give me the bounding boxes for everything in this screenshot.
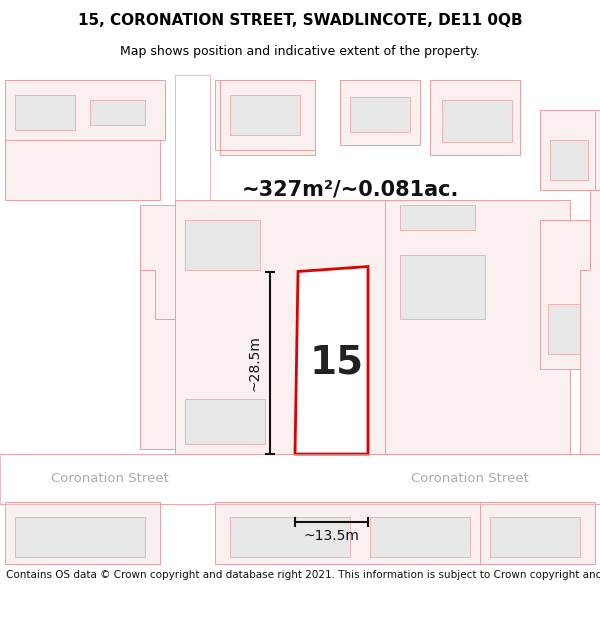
Bar — [550, 140, 588, 180]
Bar — [175, 75, 210, 454]
Bar — [230, 517, 350, 557]
Polygon shape — [385, 199, 570, 454]
Bar — [232, 102, 302, 142]
Bar — [548, 304, 593, 354]
Text: ~28.5m: ~28.5m — [248, 335, 262, 391]
Bar — [215, 502, 590, 564]
Polygon shape — [5, 80, 95, 140]
Bar — [90, 100, 145, 125]
Bar — [562, 143, 592, 177]
Bar — [15, 517, 145, 557]
Bar — [370, 517, 470, 557]
Polygon shape — [140, 269, 175, 449]
Polygon shape — [295, 266, 368, 454]
Text: Map shows position and indicative extent of the property.: Map shows position and indicative extent… — [120, 45, 480, 58]
Polygon shape — [5, 140, 160, 199]
Bar — [5, 80, 165, 140]
Text: Coronation Street: Coronation Street — [411, 472, 529, 486]
Bar — [555, 110, 600, 190]
Bar — [140, 204, 175, 449]
Text: ~327m²/~0.081ac.: ~327m²/~0.081ac. — [241, 180, 458, 200]
Bar — [540, 219, 600, 369]
Text: 15, CORONATION STREET, SWADLINCOTE, DE11 0QB: 15, CORONATION STREET, SWADLINCOTE, DE11… — [77, 12, 523, 28]
Bar — [215, 80, 315, 150]
Text: 15: 15 — [310, 344, 364, 382]
Bar — [185, 219, 260, 269]
Bar — [490, 517, 580, 557]
Bar — [15, 95, 85, 130]
Polygon shape — [560, 190, 600, 454]
Bar — [185, 399, 265, 444]
Text: Contains OS data © Crown copyright and database right 2021. This information is : Contains OS data © Crown copyright and d… — [6, 570, 600, 580]
Polygon shape — [175, 199, 385, 454]
Bar — [480, 502, 595, 564]
Bar — [340, 80, 420, 145]
Bar — [15, 95, 75, 130]
Bar — [220, 80, 315, 155]
Bar — [220, 80, 315, 150]
Bar — [350, 97, 410, 132]
Bar — [400, 204, 475, 229]
Bar — [400, 254, 485, 319]
Text: Coronation Street: Coronation Street — [51, 472, 169, 486]
Bar — [0, 454, 600, 504]
Bar — [540, 110, 595, 190]
Bar — [442, 100, 512, 142]
Bar — [5, 502, 160, 564]
Bar — [18, 135, 73, 185]
Bar — [5, 80, 160, 199]
Bar — [230, 95, 300, 135]
Text: ~13.5m: ~13.5m — [304, 529, 359, 543]
Bar — [85, 135, 145, 170]
Bar — [430, 80, 520, 155]
